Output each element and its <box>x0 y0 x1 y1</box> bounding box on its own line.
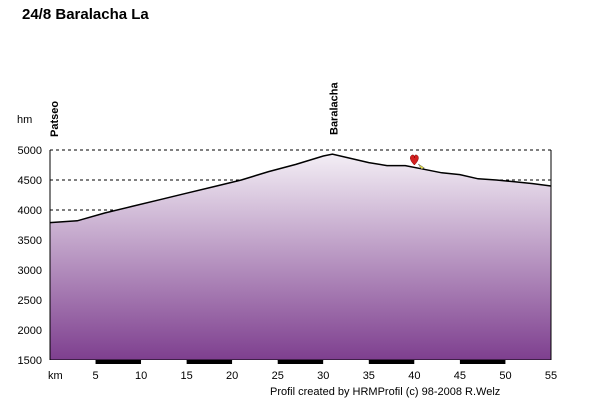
scale-bar-segment <box>232 360 278 364</box>
x-axis-label: km <box>48 370 63 382</box>
x-tick-label: 25 <box>272 370 284 382</box>
scale-bar-segment <box>95 360 142 364</box>
x-tick-label: 45 <box>454 370 466 382</box>
heart-shape <box>410 154 419 166</box>
x-tick-label: 20 <box>226 370 238 382</box>
scale-bar-segment <box>414 360 460 364</box>
scale-bar-segment <box>505 360 551 364</box>
y-tick-label: 5000 <box>18 145 42 157</box>
scale-bar-segment <box>50 360 96 364</box>
x-tick-label: 55 <box>545 370 557 382</box>
scale-bar-segment <box>368 360 415 364</box>
y-tick-label: 2500 <box>18 295 42 307</box>
y-tick-label: 4000 <box>18 205 42 217</box>
y-tick-label: 2000 <box>18 325 42 337</box>
scale-bar-segment <box>277 360 324 364</box>
scale-bar-segment <box>323 360 369 364</box>
x-tick-label: 30 <box>317 370 329 382</box>
x-tick-label: 10 <box>135 370 147 382</box>
waypoint-annotations: Patseo Baralacha <box>49 82 425 170</box>
scale-bar-segment <box>459 360 506 364</box>
waypoint-label: Baralacha <box>328 82 340 135</box>
scale-bar-segment <box>186 360 233 364</box>
credit-footer: Profil created by HRMProfil (c) 98-2008 … <box>270 386 501 398</box>
x-tick-label: 40 <box>408 370 420 382</box>
y-axis-label: hm <box>17 114 32 126</box>
x-tick-label: 5 <box>92 370 98 382</box>
elevation-line <box>49 153 552 224</box>
x-tick-label: 50 <box>499 370 511 382</box>
elevation-area <box>49 153 552 360</box>
waypoint-label: Patseo <box>49 101 61 137</box>
y-tick-label: 4500 <box>18 175 42 187</box>
heart-marker-icon <box>410 154 425 170</box>
y-tick-label: 1500 <box>18 355 42 367</box>
y-tick-label: 3000 <box>18 265 42 277</box>
chart-title: 24/8 Baralacha La <box>22 6 149 23</box>
y-tick-label: 3500 <box>18 235 42 247</box>
axes <box>49 150 552 364</box>
scale-bar-segment <box>141 360 187 364</box>
x-tick-label: 35 <box>363 370 375 382</box>
elevation-fill <box>50 154 551 360</box>
x-tick-label: 15 <box>181 370 193 382</box>
marker-pointer <box>418 163 425 170</box>
axis-labels: 1500 2000 2500 3000 3500 4000 4500 5000 hm 5 10 15 2… <box>17 114 557 382</box>
